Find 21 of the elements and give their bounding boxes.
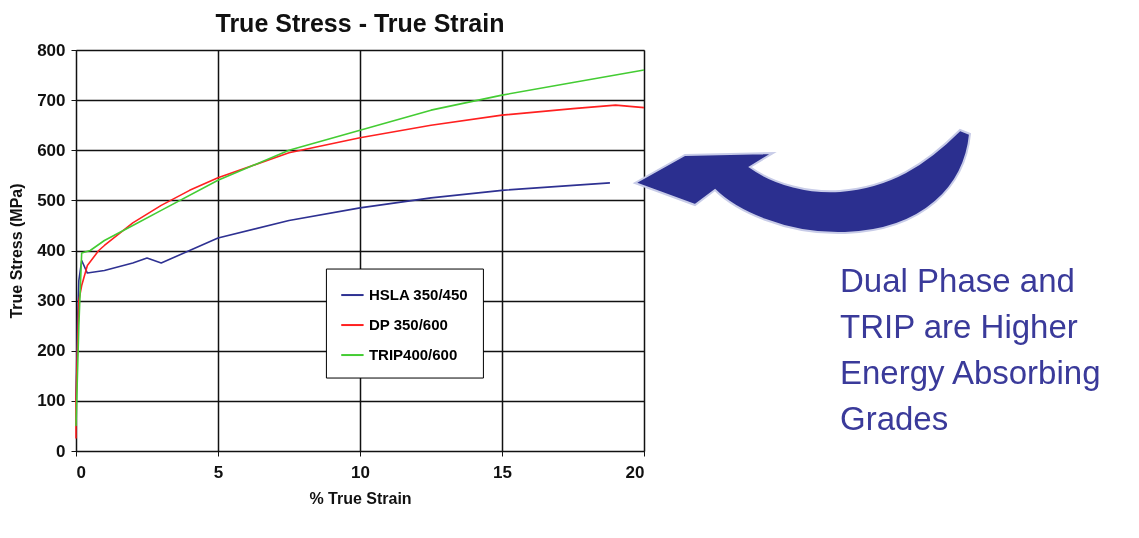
x-tick-label: 20 xyxy=(625,462,645,482)
y-tick-label: 300 xyxy=(37,291,66,311)
y-tick-label: 100 xyxy=(37,391,66,411)
text: Dual Phase and TRIP are Higher Energy Absorbing Grades xyxy=(840,261,1102,439)
x-axis-title: % True Strain xyxy=(309,489,412,507)
x-tick-label: 0 xyxy=(76,462,86,482)
y-tick-label: 500 xyxy=(37,190,66,210)
y-tick-label: 200 xyxy=(37,341,66,361)
x-tick-label: 10 xyxy=(351,462,370,482)
legend-label: DP 350/600 xyxy=(368,316,448,334)
x-tick-label: 15 xyxy=(493,462,512,482)
legend-label: HSLA 350/450 xyxy=(368,286,468,304)
y-tick-label: 700 xyxy=(37,90,66,110)
x-tick-label: 5 xyxy=(213,462,224,482)
y-axis-title: True Stress (MPa) xyxy=(8,183,26,319)
y-tick-label: 800 xyxy=(37,40,66,60)
y-tick-label: 400 xyxy=(37,241,66,260)
chart-title: True Stress - True Strain xyxy=(215,9,505,37)
legend-label: TRIP400/600 xyxy=(368,346,458,364)
y-tick-label: 600 xyxy=(37,140,66,160)
y-tick-label: 0 xyxy=(56,441,66,461)
